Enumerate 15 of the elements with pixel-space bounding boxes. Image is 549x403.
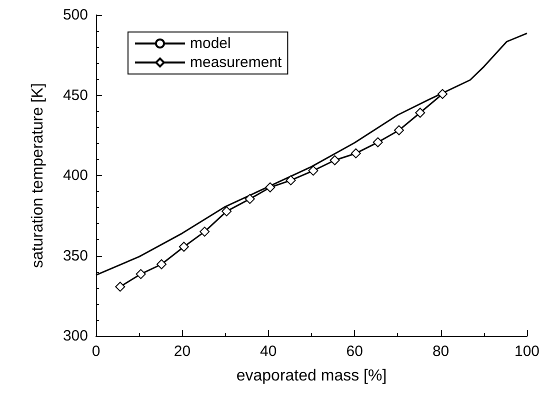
x-tick-label: 0: [92, 343, 100, 360]
y-axis-title: saturation temperature [K]: [30, 83, 46, 268]
x-tick-label: 40: [260, 343, 277, 360]
y-tick-label: 450: [62, 86, 88, 104]
y-tick-label: 400: [62, 167, 88, 184]
legend-label: measurement: [190, 54, 283, 71]
x-axis-title: evaporated mass [%]: [236, 368, 387, 384]
x-tick-label: 20: [174, 343, 191, 360]
x-tick-label: 80: [432, 343, 450, 360]
x-tick-label: 100: [514, 343, 540, 360]
legend-label: model: [190, 35, 231, 52]
x-tick-label: 60: [346, 343, 363, 360]
y-tick-label: 500: [62, 6, 88, 24]
y-tick-label: 300: [62, 328, 88, 344]
y-tick-label: 350: [62, 247, 88, 264]
